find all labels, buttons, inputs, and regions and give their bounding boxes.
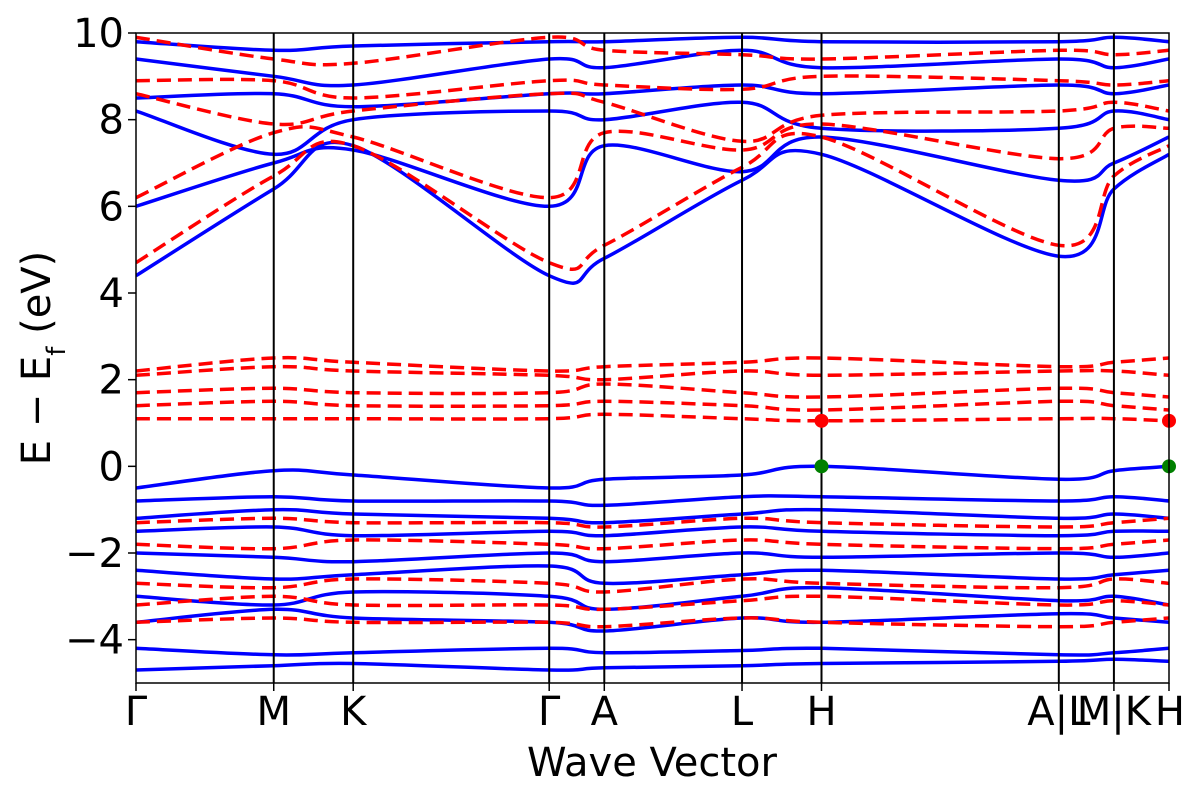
spin-down-band-12 (136, 91, 1169, 144)
x-tick-label-0: Γ (125, 689, 148, 735)
spin-up-band-6 (136, 525, 1169, 538)
x-tick-label-2: K (340, 689, 368, 735)
spin-up-band-9 (136, 464, 1169, 490)
spin-down-band-7 (136, 382, 1169, 399)
y-axis-label-unit: (eV) (14, 251, 60, 347)
spin-up-band-15 (136, 35, 1169, 53)
x-tick-label-3: Γ (538, 689, 561, 735)
x-tick-label-6: H (806, 689, 836, 735)
x-tick-label-4: A (591, 689, 619, 735)
y-tick-label-2: 0 (99, 444, 124, 490)
y-axis-label: E − Ef (eV) (14, 251, 72, 466)
x-tick-label-9: H (1155, 689, 1185, 735)
spin-down-band-2 (136, 576, 1169, 594)
spin-up-band-5 (136, 551, 1169, 564)
y-tick-label-5: 6 (99, 184, 124, 230)
vbm-marker-1 (814, 459, 829, 474)
y-tick-label-4: 4 (99, 271, 124, 317)
band-edge-markers (814, 413, 1176, 474)
spin-up-band-2 (136, 607, 1169, 633)
spin-up-band-10 (136, 140, 1169, 285)
spin-up-band-4 (136, 564, 1169, 586)
spin-down-band-9 (136, 355, 1169, 373)
spin-up-band-12 (136, 100, 1169, 157)
x-tick-label-8: M|K (1077, 689, 1153, 735)
x-tick-label-7: A|L (1027, 689, 1091, 735)
x-tick-label-1: M (256, 689, 291, 735)
spin-up-band-0 (136, 657, 1169, 672)
kpoint-separators (272, 33, 1115, 683)
x-tick-label-5: L (731, 689, 754, 735)
y-tick-label-3: 2 (99, 358, 124, 404)
spin-up-band-14 (136, 48, 1169, 88)
y-tick-label-7: 10 (73, 11, 124, 57)
spin-down-band-0 (136, 616, 1169, 629)
spin-down-band-11 (136, 122, 1169, 200)
spin-up-band-8 (136, 494, 1169, 508)
x-axis-label: Wave Vector (527, 740, 778, 786)
spin-up-band-7 (136, 507, 1169, 525)
cbm-marker-0 (814, 413, 829, 428)
y-axis-label-main: E − E (14, 356, 60, 466)
spin-down-band-5 (136, 412, 1169, 423)
spin-up-band-1 (136, 646, 1169, 657)
y-tick-label-0: −4 (65, 618, 124, 664)
bands-layer (136, 35, 1169, 672)
y-axis-ticks: −4 −2 0 2 4 6 8 10 (65, 11, 136, 664)
y-axis-label-sub: f (42, 346, 72, 356)
spin-up-band-13 (136, 83, 1169, 109)
spin-up-band-11 (136, 135, 1169, 209)
plot-frame (135, 32, 1170, 684)
x-axis-ticks: Γ M K Γ A L H A|LM|K H (125, 683, 1185, 735)
spin-down-band-6 (136, 399, 1169, 412)
y-tick-label-1: −2 (65, 531, 124, 577)
spin-down-band-8 (136, 364, 1169, 382)
spin-down-band-4 (136, 516, 1169, 529)
y-tick-label-6: 8 (99, 98, 124, 144)
spin-down-band-10 (136, 131, 1169, 272)
spin-down-band-3 (136, 538, 1169, 551)
